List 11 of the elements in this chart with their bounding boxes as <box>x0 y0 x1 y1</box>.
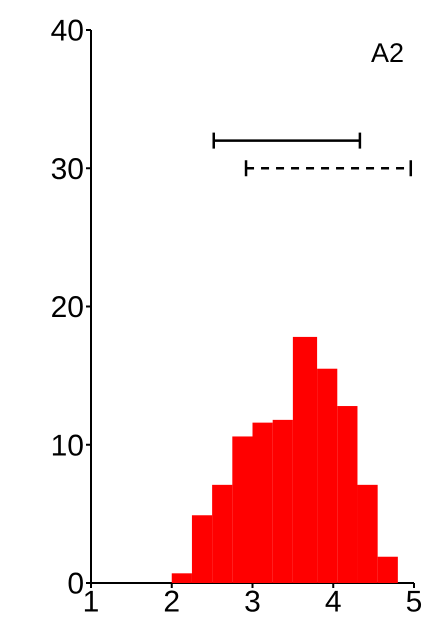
y-tick-label: 30 <box>50 152 84 186</box>
y-tick-label: 20 <box>50 291 84 324</box>
x-tick-label: 5 <box>406 585 422 618</box>
annotation: A2 <box>370 38 404 69</box>
x-tick-label: 2 <box>163 585 180 618</box>
y-tick-label: 0 <box>67 568 84 601</box>
y-tick-label: 10 <box>50 429 84 462</box>
x-tick-label: 1 <box>82 585 100 618</box>
x-tick-label: 4 <box>324 585 342 618</box>
x-tick-label: 3 <box>244 585 261 618</box>
y-tick-label: 40 <box>50 14 84 48</box>
